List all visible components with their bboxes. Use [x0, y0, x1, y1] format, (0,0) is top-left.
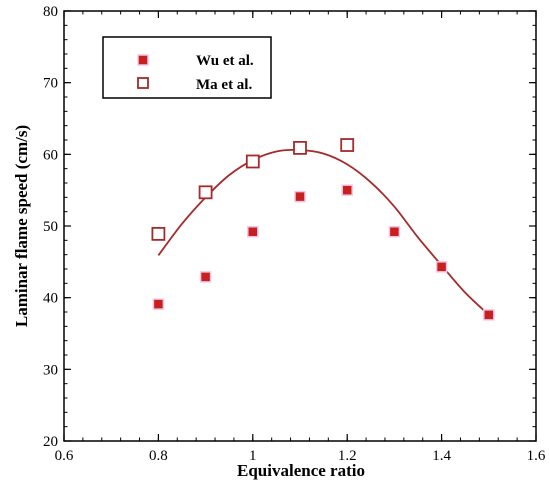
point-wu	[388, 225, 401, 238]
x-tick-label: 1	[249, 448, 257, 464]
legend-label-ma: Ma et al.	[196, 77, 252, 93]
fit-curve-layer	[157, 148, 490, 316]
point-wu	[152, 298, 165, 310]
point-ma	[151, 226, 166, 241]
fit-curve	[157, 148, 490, 316]
x-tick-label: 1.4	[432, 448, 451, 464]
point-wu	[199, 271, 212, 283]
legend-marker-ma	[137, 77, 149, 89]
data-points-layer	[151, 138, 495, 321]
point-ma	[245, 154, 260, 169]
point-wu	[247, 225, 259, 238]
point-wu	[294, 190, 306, 203]
y-tick-label: 60	[43, 147, 58, 163]
legend: Wu et al. Ma et al.	[102, 36, 272, 99]
x-tick-label: 1.6	[527, 448, 546, 464]
y-tick-label: 70	[43, 76, 58, 92]
axes-layer: 0.6 0.8 1 1.2 1.4 1.6 20 30 40 50 60 70 80	[43, 4, 546, 464]
y-tick-label: 40	[43, 291, 58, 307]
point-wu	[483, 309, 495, 321]
point-ma	[293, 140, 307, 155]
legend-box	[102, 36, 272, 99]
y-tick-label: 80	[43, 4, 58, 20]
y-axis-title: Laminar flame speed (cm/s)	[12, 125, 31, 327]
x-axis-title: Equivalence ratio	[237, 461, 365, 480]
point-wu	[341, 184, 353, 196]
y-tick-label: 50	[43, 219, 58, 235]
x-tick-label: 1.2	[338, 448, 357, 464]
x-tick-label: 0.6	[55, 448, 74, 464]
point-ma	[340, 138, 355, 152]
legend-marker-wu	[137, 54, 149, 66]
y-tick-label: 20	[43, 434, 58, 450]
point-wu	[435, 261, 448, 273]
legend-label-wu: Wu et al.	[196, 53, 254, 69]
x-tick-label: 0.8	[149, 448, 168, 464]
point-ma	[198, 185, 213, 200]
y-tick-label: 30	[43, 362, 58, 378]
